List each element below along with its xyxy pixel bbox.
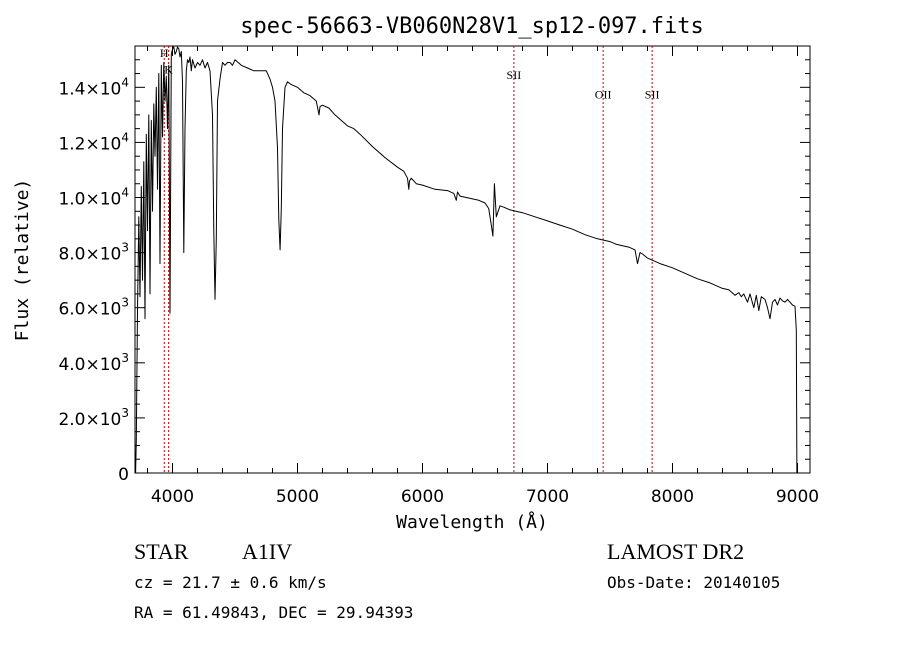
y-tick-label: 8.0×103 — [58, 241, 129, 265]
chart-title: spec-56663-VB060N28V1_sp12-097.fits — [240, 14, 704, 39]
spectral-line-label: SII — [645, 87, 660, 101]
y-tick-label: 2.0×103 — [58, 406, 129, 430]
x-tick-label: 5000 — [276, 487, 319, 507]
plot-frame — [134, 45, 811, 474]
object-type: STAR — [134, 539, 189, 564]
spectral-line-label: H — [160, 46, 169, 60]
spectral-line-label: OII — [595, 87, 612, 101]
y-axis-label: Flux (relative) — [12, 179, 33, 342]
coordinates: RA = 61.49843, DEC = 29.94393 — [134, 603, 414, 622]
y-tick-label: 1.4×104 — [58, 75, 129, 99]
redshift-cz: cz = 21.7 ± 0.6 km/s — [134, 573, 327, 592]
y-tick-label: 4.0×103 — [58, 351, 129, 375]
x-tick-label: 7000 — [526, 487, 569, 507]
y-tick-label: 0 — [118, 465, 129, 485]
spectrum-line — [135, 46, 798, 474]
y-tick-label: 1.0×104 — [58, 186, 129, 210]
x-tick-label: 4000 — [151, 487, 194, 507]
y-tick-label: 6.0×103 — [58, 296, 129, 320]
x-axis-label: Wavelength (Å) — [396, 511, 548, 533]
y-tick-label: 1.2×104 — [58, 130, 129, 154]
object-subclass: A1IV — [242, 539, 293, 564]
spectral-line-label: SII — [507, 68, 522, 82]
x-tick-label: 6000 — [401, 487, 444, 507]
survey-release: LAMOST DR2 — [607, 539, 745, 564]
observation-date: Obs-Date: 20140105 — [607, 573, 781, 592]
x-tick-label: 8000 — [651, 487, 694, 507]
x-tick-label: 9000 — [776, 487, 819, 507]
